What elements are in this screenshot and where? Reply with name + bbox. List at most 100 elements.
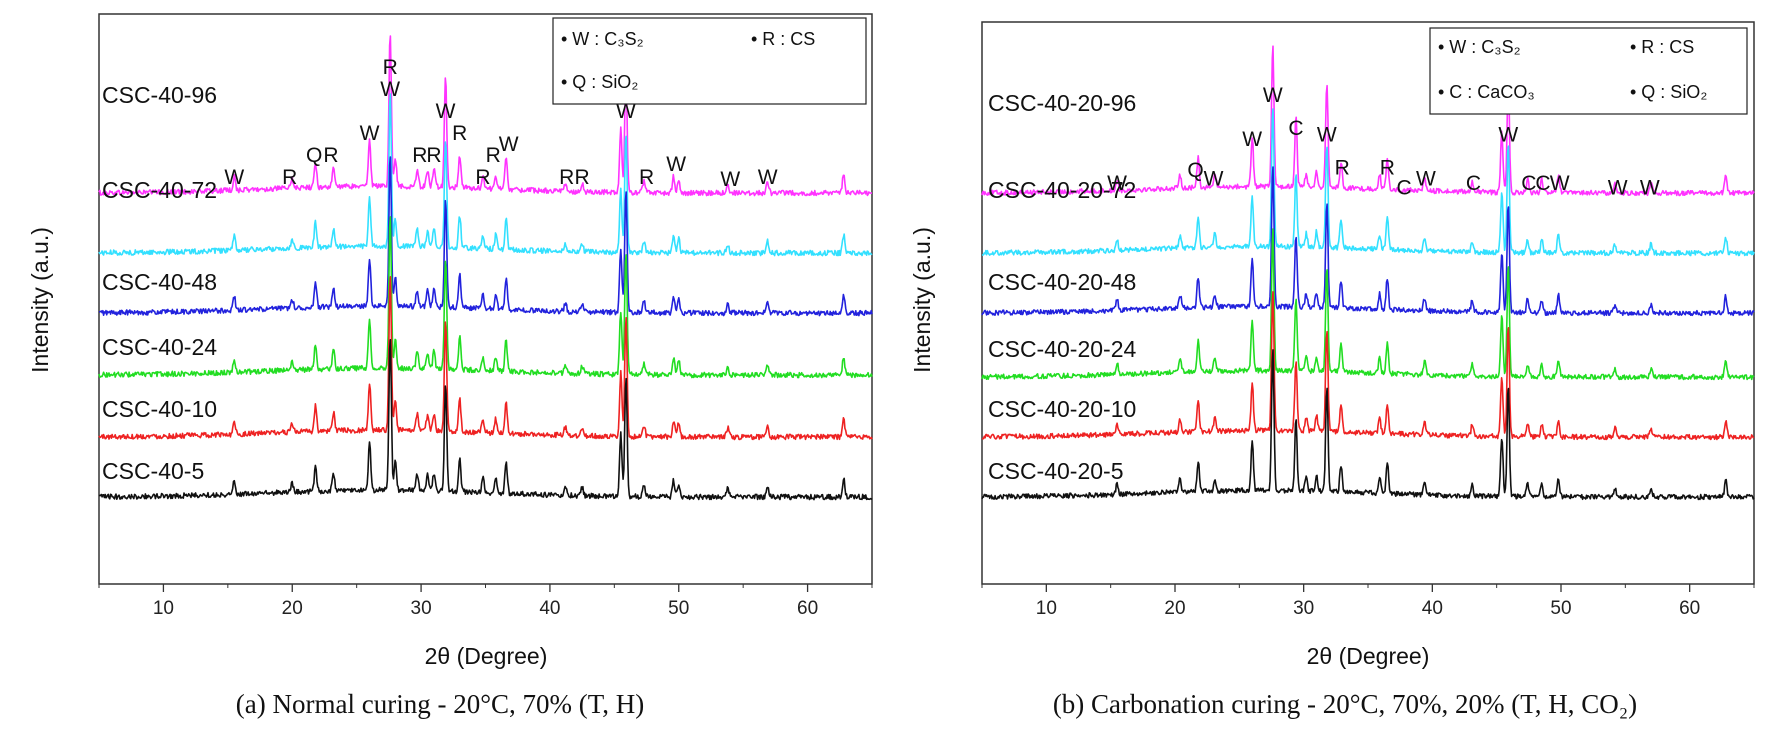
legend-entry-r: • R : CS [751, 29, 815, 49]
x-tick-label: 30 [411, 598, 432, 619]
peak-label: W [1608, 176, 1628, 199]
peak-label: W [616, 100, 636, 123]
peak-label: W [1550, 172, 1570, 195]
peak-label: R [282, 166, 297, 189]
x-ticks-b: 10 20 30 40 50 60 [981, 584, 1755, 619]
x-tick-label: 10 [153, 598, 174, 619]
series-line-csc-40-10 [98, 276, 873, 441]
peak-label: W [1263, 84, 1283, 107]
peak-label: C [1535, 172, 1550, 195]
caption-a: (a) Normal curing - 20°C, 70% (T, H) [236, 689, 644, 719]
x-tick-label: 60 [1679, 598, 1700, 619]
peak-label: R [1335, 157, 1350, 180]
peak-label: R [452, 122, 467, 145]
peak-label: R [575, 166, 590, 189]
legend-entry-q: • Q : SiO₂ [1630, 82, 1707, 102]
series-label: CSC-40-48 [102, 269, 217, 295]
x-tick-label: 20 [1164, 598, 1185, 619]
legend-entry-w: • W : C₃S₂ [1438, 37, 1521, 57]
chart-panel-a: 10 20 30 40 50 60 CSC-40-96 CSC-40-72 CSC-40-48… [27, 13, 873, 719]
peak-label: W [720, 168, 740, 191]
x-ticks-a: 10 20 30 40 50 60 [98, 584, 873, 619]
x-tick-label: 50 [1550, 598, 1571, 619]
x-tick-label: 20 [282, 598, 303, 619]
peak-label: C [1466, 172, 1481, 195]
y-axis-label-b: Intensity (a.u.) [909, 227, 935, 373]
peak-label: C [1521, 172, 1536, 195]
chart-panel-b: 10 20 30 40 50 60 CSC-40-20-96CSC-40-20-72CSC… [909, 21, 1755, 719]
peak-label: R [486, 144, 501, 167]
legend-a: • W : C₃S₂ • R : CS • Q : SiO₂ [552, 17, 867, 105]
legend-b: • W : C₃S₂ • R : CS • C : CaCO₃ • Q : Si… [1429, 27, 1748, 115]
series-label: CSC-40-20-5 [988, 458, 1124, 484]
x-tick-label: 10 [1036, 598, 1057, 619]
series-line-csc-40-20-24 [981, 228, 1755, 381]
peak-label: W [360, 122, 380, 145]
peak-label: R [323, 144, 338, 167]
peak-label: W [1640, 176, 1660, 199]
peak-label: R [412, 144, 427, 167]
peak-label: W [380, 78, 400, 101]
series-label: CSC-40-20-96 [988, 90, 1136, 116]
peak-label: R [559, 166, 574, 189]
series-label: CSC-40-20-10 [988, 396, 1136, 422]
peak-label: C [1396, 176, 1411, 199]
peak-label: W [666, 153, 686, 176]
peak-label: R [383, 56, 398, 79]
series-line-csc-40-20-5 [981, 349, 1755, 501]
legend-entry-q: • Q : SiO₂ [561, 72, 638, 92]
series-line-csc-40-20-72 [981, 108, 1755, 257]
series-label: CSC-40-20-48 [988, 269, 1136, 295]
traces-a [98, 35, 873, 501]
x-axis-label-b: 2θ (Degree) [1307, 643, 1430, 669]
series-labels-b: CSC-40-20-96 CSC-40-20-72 CSC-40-20-48 CSC-… [988, 90, 1136, 484]
series-label: CSC-40-96 [102, 82, 217, 108]
series-line-csc-40-96 [98, 35, 873, 197]
series-label: CSC-40-20-72 [988, 177, 1136, 203]
peak-label: W [1317, 124, 1337, 147]
series-line-csc-40-24 [98, 216, 873, 379]
peak-label: Q [1187, 159, 1203, 182]
peak-label: W [1204, 168, 1224, 191]
peak-label: R [1380, 157, 1395, 180]
legend-box-b [1429, 27, 1748, 115]
series-line-csc-40-20-48 [981, 166, 1755, 317]
peak-label: W [1242, 128, 1262, 151]
caption-b: (b) Carbonation curing - 20°C, 70%, 20% … [1053, 689, 1637, 719]
x-axis-label-a: 2θ (Degree) [425, 643, 548, 669]
x-tick-label: 40 [539, 598, 560, 619]
series-line-csc-40-48 [98, 156, 873, 317]
peak-label: R [639, 166, 654, 189]
legend-entry-r: • R : CS [1630, 37, 1694, 57]
peak-label: W [758, 166, 778, 189]
series-line-csc-40-20-96 [981, 45, 1755, 197]
series-line-csc-40-72 [98, 93, 873, 257]
x-tick-label: 30 [1293, 598, 1314, 619]
peak-label: R [475, 166, 490, 189]
x-tick-label: 60 [797, 598, 818, 619]
series-label: CSC-40-5 [102, 458, 204, 484]
peak-label: W [224, 166, 244, 189]
peak-label: C [1288, 117, 1303, 140]
peak-label: Q [306, 144, 322, 167]
x-tick-label: 40 [1422, 598, 1443, 619]
y-axis-label-a: Intensity (a.u.) [27, 227, 53, 373]
peak-label: W [1107, 172, 1127, 195]
legend-entry-c: • C : CaCO₃ [1438, 82, 1535, 102]
peak-label: R [426, 144, 441, 167]
series-labels-a: CSC-40-96 CSC-40-72 CSC-40-48 CSC-40-24 CSC-… [102, 82, 217, 484]
series-label: CSC-40-24 [102, 334, 217, 360]
legend-entry-w: • W : C₃S₂ [561, 29, 644, 49]
traces-b [981, 45, 1755, 501]
peak-label: W [1416, 168, 1436, 191]
x-tick-label: 50 [668, 598, 689, 619]
series-label: CSC-40-72 [102, 177, 217, 203]
peak-label: W [1498, 124, 1518, 147]
peak-label: W [436, 100, 456, 123]
series-label: CSC-40-20-24 [988, 336, 1136, 362]
series-line-csc-40-5 [98, 339, 873, 501]
peak-label: W [499, 133, 519, 156]
series-label: CSC-40-10 [102, 396, 217, 422]
